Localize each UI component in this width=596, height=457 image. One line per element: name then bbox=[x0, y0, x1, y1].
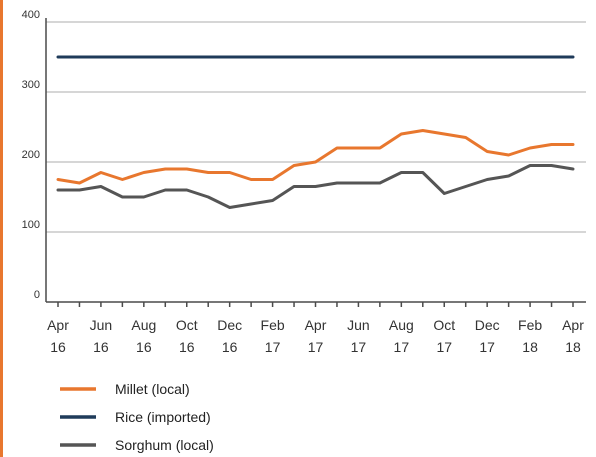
x-tick-label-year: 17 bbox=[265, 339, 281, 355]
y-tick-label-400: 400 bbox=[22, 9, 40, 21]
x-tick-label-month: Apr bbox=[47, 317, 69, 333]
x-tick-label-month: Aug bbox=[389, 317, 414, 333]
x-tick-label-year: 16 bbox=[179, 339, 195, 355]
series-lines bbox=[56, 55, 575, 209]
x-tick-label-month: Jun bbox=[90, 317, 113, 333]
x-tick-label-month: Oct bbox=[176, 317, 198, 333]
x-tick-label-year: 16 bbox=[50, 339, 66, 355]
x-tick-label-year: 18 bbox=[522, 339, 538, 355]
y-tick-label-0: 0 bbox=[34, 289, 40, 301]
x-tick-label-month: Feb bbox=[518, 317, 542, 333]
y-tick-label-200: 200 bbox=[22, 149, 40, 161]
series-line-sorghum-local bbox=[56, 164, 575, 209]
x-tick-label-year: 17 bbox=[436, 339, 452, 355]
y-tick-labels: 0 100 200 300 400 bbox=[22, 9, 40, 301]
legend: Millet (local) Rice (imported) Sorghum (lo… bbox=[60, 381, 214, 453]
x-tick-label-year: 17 bbox=[308, 339, 324, 355]
x-tick-labels: Apr 16 Jun 16 Aug 16 Oct 16 Dec 16 Feb 17 Apr 17 Jun 17… bbox=[47, 317, 584, 355]
legend-label-sorghum-local: Sorghum (local) bbox=[115, 437, 214, 453]
y-tick-label-300: 300 bbox=[22, 79, 40, 91]
gridlines bbox=[46, 21, 586, 233]
x-tick-label-month: Oct bbox=[433, 317, 455, 333]
x-tick-label-year: 16 bbox=[222, 339, 238, 355]
x-tick-label-year: 16 bbox=[136, 339, 152, 355]
series-line-millet-local bbox=[56, 129, 575, 185]
x-tick-label-month: Dec bbox=[475, 317, 500, 333]
x-tick-label-year: 17 bbox=[351, 339, 367, 355]
legend-label-millet-local: Millet (local) bbox=[115, 381, 190, 397]
x-tick-label-month: Feb bbox=[261, 317, 285, 333]
legend-label-rice-imported: Rice (imported) bbox=[115, 409, 211, 425]
x-tick-label-month: Aug bbox=[131, 317, 156, 333]
y-tick-label-100: 100 bbox=[22, 219, 40, 231]
x-tick-label-year: 18 bbox=[565, 339, 581, 355]
x-tick-label-year: 17 bbox=[479, 339, 495, 355]
x-tick-label-month: Apr bbox=[562, 317, 584, 333]
x-tick-label-year: 16 bbox=[93, 339, 109, 355]
axes bbox=[45, 18, 586, 307]
line-chart: 0 100 200 300 400 Apr 16 Jun 16 Aug 16 Oct 16 Dec 16 F… bbox=[22, 9, 586, 453]
x-tick-label-month: Jun bbox=[347, 317, 370, 333]
x-tick-label-year: 17 bbox=[394, 339, 410, 355]
x-tick-label-month: Dec bbox=[217, 317, 242, 333]
x-tick-label-month: Apr bbox=[305, 317, 327, 333]
